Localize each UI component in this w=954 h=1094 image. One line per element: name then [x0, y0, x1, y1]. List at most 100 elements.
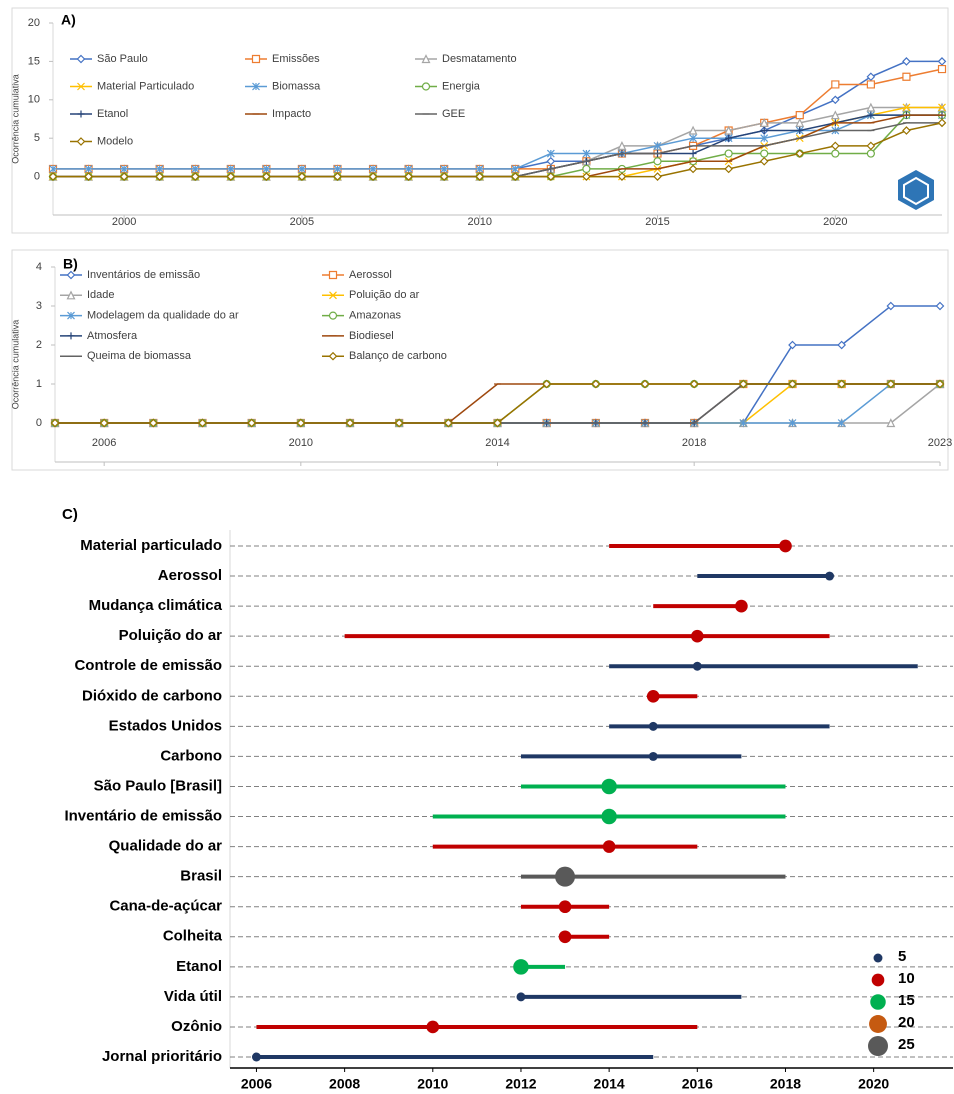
marker [866, 72, 876, 82]
x-tick-label: 2008 [329, 1076, 360, 1092]
x-tick-label: 2000 [112, 216, 136, 228]
category-label: Brasil [180, 868, 222, 885]
dot [251, 1052, 261, 1062]
category-label: Poluição do ar [119, 627, 223, 644]
dot [735, 599, 748, 613]
chart-b: B) Ocorrência cumulativa 0 1 2 3 4 2006 2010 2014… [10, 256, 952, 466]
category-label: Ozônio [171, 1018, 222, 1035]
marker [724, 149, 733, 158]
marker [688, 125, 698, 135]
dot [646, 689, 660, 703]
marker [760, 127, 768, 135]
marker [345, 418, 355, 428]
category-label: Dióxido de carbono [82, 687, 222, 704]
marker [84, 172, 93, 181]
legend-label: Etanol [97, 108, 128, 120]
marker [475, 172, 485, 181]
series-line [55, 383, 940, 424]
series-line [55, 383, 940, 424]
marker [689, 134, 698, 143]
marker [617, 141, 627, 150]
y-axis-title: Ocorrência cumulativa [10, 74, 20, 164]
marker [902, 72, 911, 81]
category-label: Vida útil [164, 988, 222, 1005]
series-line [55, 383, 940, 424]
series-line [55, 383, 940, 424]
legend-label: 20 [898, 1014, 915, 1031]
legend-label: Atmosfera [87, 330, 138, 342]
dot [692, 661, 702, 671]
marker [866, 149, 875, 158]
marker [866, 102, 876, 112]
marker [226, 164, 235, 173]
legend-label: Inventários de emissão [87, 269, 200, 281]
x-tick-label: 2006 [92, 437, 116, 449]
marker [247, 418, 257, 428]
x-tick-label: 2023 [928, 437, 952, 449]
marker [262, 172, 271, 181]
legend-label: Impacto [272, 108, 311, 120]
marker [653, 141, 662, 150]
dot [825, 571, 835, 581]
y-axis-title: Ocorrência cumulativa [10, 320, 20, 410]
marker [296, 418, 306, 428]
x-tick-label: 2006 [241, 1076, 272, 1092]
marker [937, 118, 947, 128]
marker [328, 311, 338, 320]
marker [155, 172, 165, 181]
series-line [55, 383, 940, 424]
series-line [55, 383, 941, 424]
marker [831, 149, 840, 158]
category-label: Aerossol [158, 567, 222, 584]
x-tick-label: 2018 [682, 437, 706, 449]
marker [493, 418, 502, 428]
x-tick-label: 2015 [645, 216, 669, 228]
dot [558, 900, 572, 914]
marker [475, 164, 484, 173]
marker [867, 111, 875, 119]
dot [648, 751, 658, 761]
marker [935, 301, 945, 311]
category-label: Mudança climática [89, 597, 223, 614]
marker [76, 54, 86, 64]
marker [938, 103, 946, 112]
panel-label: A) [61, 12, 76, 28]
marker [49, 164, 57, 173]
category-label: Colheita [163, 928, 223, 945]
legend-label: 25 [898, 1036, 915, 1053]
marker [421, 82, 431, 91]
legend-label: Poluição do ar [349, 289, 420, 301]
chart-c: C)2006 2008 2010 2012 2014 2016 2018 2020Materi… [62, 506, 953, 1092]
marker [394, 418, 404, 428]
dot [690, 629, 704, 643]
marker [77, 82, 85, 91]
marker [404, 164, 413, 173]
marker [546, 149, 555, 158]
dot [513, 959, 529, 975]
legend-label: Aerossol [349, 269, 392, 281]
marker [738, 379, 748, 389]
marker [198, 418, 207, 428]
legend-label: GEE [442, 108, 465, 120]
marker [937, 64, 947, 74]
series-line [55, 383, 940, 424]
marker [830, 141, 840, 151]
dot [648, 721, 658, 731]
marker [689, 150, 697, 158]
series-line [55, 383, 940, 424]
x-tick-label: 2020 [823, 216, 847, 228]
category-label: Etanol [176, 958, 222, 975]
marker [937, 57, 947, 66]
legend-dot [868, 1036, 888, 1056]
marker [99, 418, 109, 428]
logo [898, 170, 934, 210]
series-line [53, 60, 942, 170]
marker [333, 164, 342, 173]
marker [759, 117, 769, 127]
marker [788, 340, 797, 350]
series-line [53, 122, 943, 178]
marker [119, 172, 129, 181]
series-line [53, 114, 942, 170]
marker [48, 172, 58, 181]
